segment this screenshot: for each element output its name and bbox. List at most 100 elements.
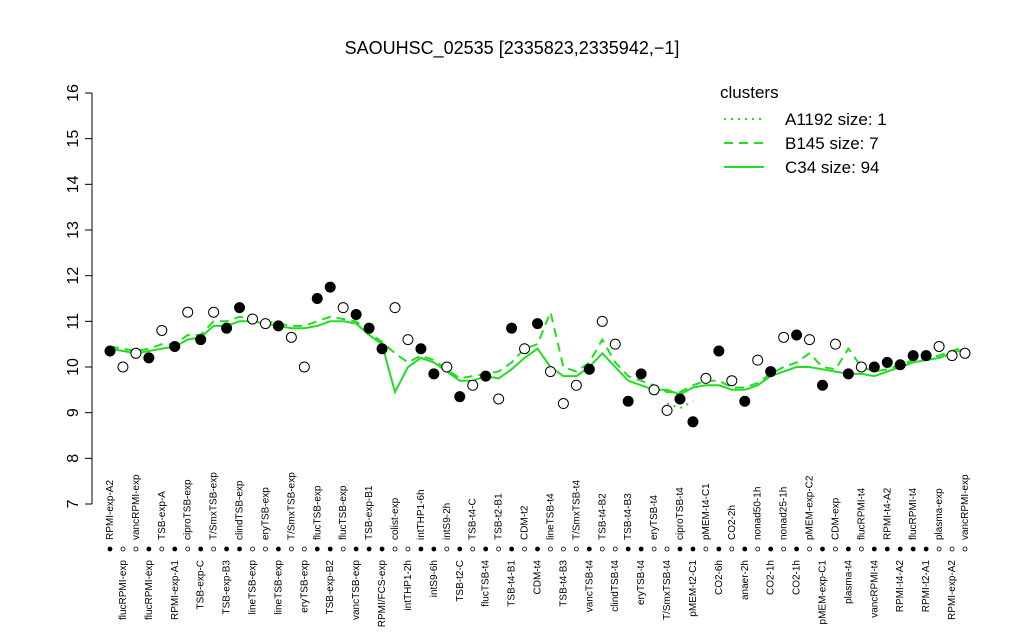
rug-point: [237, 546, 242, 552]
x-tick-label: colist-exp: [390, 497, 401, 540]
data-point: [674, 393, 686, 405]
rug-point: [172, 546, 178, 552]
x-tick-label: pMEM-exp-C1: [818, 560, 829, 625]
x-tick-label: flucRPMI-exp: [144, 560, 155, 620]
rug-point: [457, 546, 463, 552]
data-point: [467, 379, 479, 391]
data-point: [791, 329, 803, 341]
data-point: [234, 302, 246, 314]
rug-point: [794, 546, 799, 552]
rug-point: [444, 546, 450, 552]
rug-point: [820, 546, 825, 552]
data-point: [648, 384, 660, 396]
data-point: [298, 361, 310, 373]
data-point: [713, 345, 725, 357]
rug-point: [561, 546, 566, 552]
rug-point: [224, 546, 229, 552]
data-point: [350, 308, 362, 320]
x-tick-label: plasma-t4: [843, 560, 854, 604]
rug-point: [833, 546, 838, 552]
rug-point: [962, 546, 968, 552]
data-point: [907, 350, 919, 362]
x-tick-label: flucTSB-t4: [481, 560, 492, 607]
chart-title: SAOUHSC_02535 [2335823,2335942,−1]: [345, 38, 680, 59]
data-point: [195, 334, 207, 346]
rug-point: [198, 546, 204, 552]
data-point: [920, 350, 932, 362]
x-tick-label: RPMI-t4-A2: [895, 560, 906, 613]
data-point: [687, 416, 699, 428]
x-tick-label: lineTSB-exp: [248, 560, 259, 615]
x-tick-label: flucRPMI-t4: [908, 487, 919, 540]
x-tick-label: clindTSB-t4: [610, 560, 621, 612]
rug-point: [677, 546, 683, 552]
data-point: [221, 322, 233, 334]
rug-point: [716, 546, 722, 552]
rug-point: [250, 546, 255, 552]
x-tick-label: TSB-t4-B2: [597, 493, 608, 540]
x-tick-label: intS9-6h: [429, 560, 440, 597]
rug-point: [366, 546, 372, 552]
rug-point: [496, 546, 502, 552]
data-point: [376, 343, 388, 355]
rug-point: [379, 546, 385, 552]
rug-point: [327, 546, 333, 552]
x-tick-label: nonad25-1h: [779, 487, 790, 540]
x-tick-label: CDM-t4: [533, 560, 544, 595]
rug-point: [301, 546, 307, 552]
x-tick-label: TSB-t4-B1: [507, 560, 518, 607]
data-point: [829, 338, 841, 350]
rug-point: [120, 546, 126, 552]
x-tick-label: CO2-1h: [766, 560, 777, 595]
x-tick-label: eryTSB-exp: [260, 487, 271, 540]
x-tick-label: TSB-t2-C: [455, 560, 466, 602]
x-tick-label: T/SmxTSB-t4: [571, 480, 582, 540]
data-point: [389, 302, 401, 314]
rug-point: [768, 546, 774, 552]
rug-point: [522, 546, 527, 552]
data-point: [726, 375, 738, 387]
x-tick-label: T/SmxTSB-exp: [209, 472, 220, 540]
rug-point: [535, 546, 540, 552]
x-tick-label: eryTSB-t4: [636, 560, 647, 605]
y-tick-label: 16: [65, 84, 82, 102]
data-point: [454, 391, 466, 403]
y-tick-label: 13: [65, 221, 82, 239]
rug-point: [729, 546, 735, 552]
rug-point: [664, 546, 670, 552]
data-point: [933, 340, 945, 352]
data-point: [959, 347, 971, 359]
y-tick-label: 9: [65, 408, 82, 417]
x-tick-label: vancRPMI-exp: [960, 474, 971, 540]
x-tick-label: RPMI-exp-A1: [170, 560, 181, 620]
rug-point: [586, 546, 592, 552]
rug-point: [573, 546, 579, 552]
data-point: [156, 324, 168, 336]
data-point: [661, 404, 673, 416]
data-point: [130, 347, 142, 359]
rug-point: [470, 546, 476, 552]
data-point: [946, 350, 958, 362]
data-point: [506, 322, 518, 334]
x-tick-label: intS9-2h: [442, 503, 453, 540]
rug-point: [599, 546, 605, 552]
data-point: [752, 354, 764, 366]
data-point: [143, 352, 155, 364]
x-tick-label: TSB-t4-C: [468, 498, 479, 540]
data-point: [596, 315, 608, 327]
y-tick-label: 7: [65, 499, 82, 508]
data-point: [117, 361, 129, 373]
rug-point: [755, 546, 761, 552]
x-tick-label: TSB-t2-B1: [494, 493, 505, 540]
y-tick-label: 11: [65, 313, 82, 330]
data-point: [363, 322, 375, 334]
x-tick-label: TSB-exp-B2: [325, 560, 336, 615]
rug-point: [690, 546, 696, 552]
rug-point: [638, 546, 644, 552]
x-tick-label: flucRPMI-t4: [856, 487, 867, 540]
rug-point: [625, 546, 631, 552]
data-point: [570, 379, 582, 391]
x-tick-label: lineTSB-exp: [273, 560, 284, 615]
cluster-line: [109, 320, 966, 396]
